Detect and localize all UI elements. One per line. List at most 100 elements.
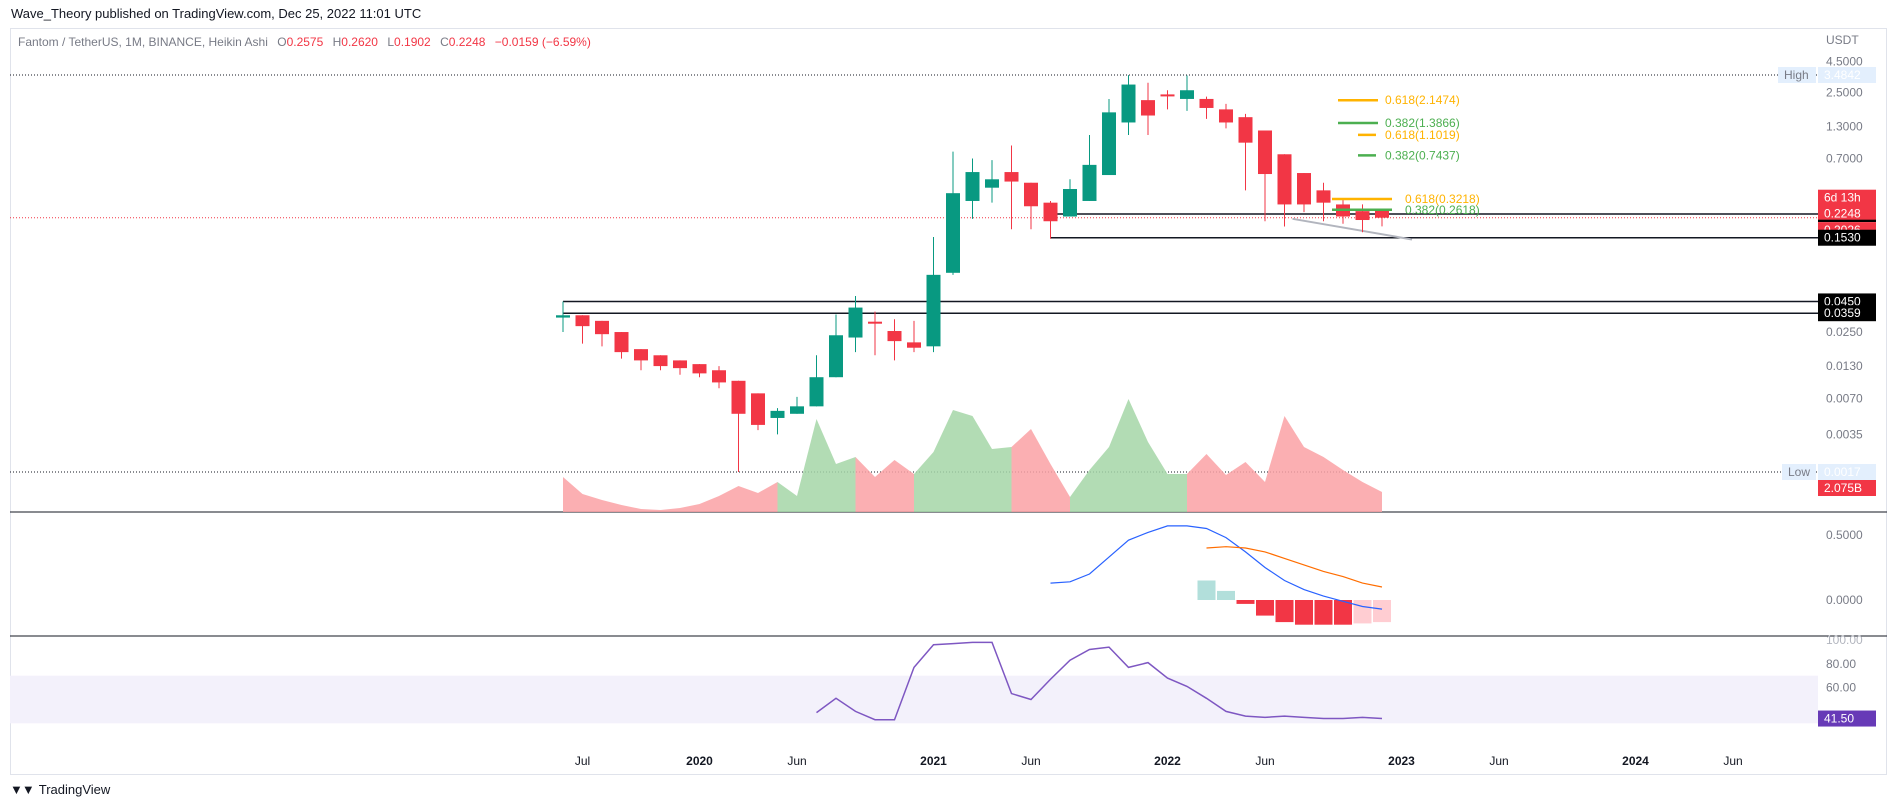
legend-low-label: L: [387, 35, 395, 49]
candle-body: [1258, 130, 1272, 175]
rsi-badge: [1818, 710, 1876, 727]
fib-level-label: 0.618(1.1019): [1385, 128, 1460, 142]
level-badge-text: 0.0450: [1824, 294, 1861, 308]
rsi-badge-text: 41.50: [1824, 712, 1854, 726]
volume-area-segment: [914, 452, 934, 512]
y-axis-tick-label: 0.0035: [1826, 427, 1863, 441]
candle-body: [809, 377, 824, 407]
candle-body: [1024, 182, 1038, 207]
candle-body: [595, 320, 609, 335]
candle-body: [1043, 202, 1058, 222]
volume-area-segment: [992, 447, 1012, 512]
candle-body: [1180, 90, 1194, 99]
macd-histogram-bar: [1217, 590, 1235, 600]
volume-area-segment: [836, 457, 856, 512]
low-price-badge-text: 0.0017: [1824, 465, 1861, 479]
candle-body: [1102, 112, 1116, 176]
legend-high-label: H: [332, 35, 342, 49]
volume-area-segment: [1070, 470, 1090, 512]
volume-area-segment: [1226, 462, 1246, 512]
candle-body: [946, 193, 960, 273]
macd-histogram-bar: [1236, 600, 1255, 604]
volume-area-segment: [1265, 416, 1285, 512]
candle-body: [634, 349, 648, 361]
fib-level-label: 0.382(0.7437): [1385, 148, 1460, 162]
chart-legend: Fantom / TetherUS, 1M, BINANCE, Heikin A…: [18, 35, 591, 49]
x-axis-tick-label: 2022: [1154, 754, 1181, 768]
volume-area-segment: [1089, 447, 1109, 512]
volume-area-segment: [1167, 474, 1187, 512]
candle-body: [926, 274, 941, 347]
last-price-badge: [1818, 189, 1876, 220]
candle-body: [985, 179, 999, 188]
volume-area-segment: [758, 482, 778, 512]
candle-body: [731, 380, 746, 414]
low-tag-text: Low: [1788, 465, 1810, 479]
volume-area-segment: [582, 494, 602, 512]
macd-histogram-bar: [1197, 580, 1216, 600]
legend-low: 0.1902: [394, 35, 431, 49]
volume-area-segment: [933, 410, 953, 512]
macd-histogram-bar: [1275, 600, 1294, 623]
volume-area-segment: [894, 460, 914, 512]
y-axis-tick-label: 0.7000: [1826, 152, 1863, 166]
candle-body: [907, 342, 921, 348]
volume-area-segment: [953, 410, 973, 512]
volume-area-segment: [1245, 462, 1265, 512]
candle-body: [1316, 190, 1331, 203]
volume-area-segment: [1284, 416, 1304, 512]
x-axis-tick-label: Jun: [1723, 754, 1742, 768]
high-price-badge-text: 3.4842: [1824, 68, 1861, 82]
level-badge-text: 0.0359: [1824, 306, 1861, 320]
candle-body: [1063, 189, 1077, 217]
high-tag: [1778, 67, 1816, 83]
x-axis-tick-label: Jun: [1021, 754, 1040, 768]
macd-y-tick-label: 0.0000: [1826, 593, 1863, 607]
volume-area-segment: [1109, 399, 1129, 512]
legend-symbol: Fantom / TetherUS, 1M, BINANCE, Heikin A…: [18, 35, 268, 49]
candle-body: [965, 172, 980, 201]
candle-body: [829, 335, 843, 378]
legend-close: 0.2248: [448, 35, 486, 49]
volume-area-segment: [1148, 442, 1168, 512]
volume-area-segment: [660, 508, 680, 512]
rsi-line: [816, 641, 1383, 721]
legend-close-label: C: [440, 35, 449, 49]
volume-area-segment: [1304, 447, 1324, 512]
volume-area-segment: [816, 419, 836, 512]
volume-area-segment: [602, 500, 622, 512]
x-axis-tick-label: Jun: [1255, 754, 1274, 768]
volume-area-segment: [680, 504, 700, 512]
macd-histogram-bar: [1295, 600, 1313, 625]
y-axis-tick-label: 2.5000: [1826, 85, 1863, 99]
candle-body: [868, 321, 882, 324]
x-axis-tick-label: 2021: [920, 754, 947, 768]
macd-histogram-bar: [1256, 600, 1274, 616]
candle-body: [887, 331, 902, 342]
rsi-y-tick-label: 100.00: [1826, 633, 1863, 647]
volume-area-segment: [1011, 429, 1031, 512]
x-axis-tick-label: Jun: [787, 754, 806, 768]
volume-area-segment: [1206, 454, 1226, 512]
legend-open: 0.2575: [286, 35, 324, 49]
candle-body: [1219, 109, 1233, 123]
level-badge: [1818, 229, 1876, 246]
volume-area-segment: [738, 486, 758, 512]
x-axis-tick-label: 2024: [1622, 754, 1649, 768]
candle-body: [770, 410, 785, 418]
volume-area-segment: [1323, 457, 1343, 512]
low-tag: [1782, 464, 1816, 480]
candle-body: [1141, 100, 1155, 116]
volume-area-segment: [563, 477, 583, 512]
candle-body: [614, 332, 629, 353]
legend-open-label: O: [277, 35, 287, 49]
footer-brand: TradingView: [38, 782, 111, 797]
candle-body: [692, 364, 707, 374]
y-axis-tick-label: 0.0070: [1826, 391, 1863, 405]
volume-area-segment: [777, 482, 797, 512]
x-axis-tick-label: 2023: [1388, 754, 1415, 768]
volume-area-segment: [1128, 399, 1148, 512]
volume-area-segment: [641, 509, 661, 512]
candle-body: [1297, 173, 1311, 205]
